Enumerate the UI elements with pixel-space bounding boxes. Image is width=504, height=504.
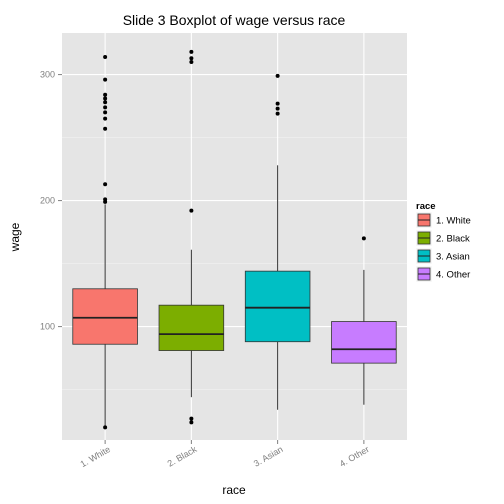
x-axis-title: race (222, 483, 246, 497)
outlier-point (103, 117, 107, 121)
legend-label: 3. Asian (436, 252, 470, 263)
x-tick-label: 4. Other (338, 444, 371, 469)
legend-label: 1. White (436, 216, 471, 227)
outlier-point (189, 56, 193, 60)
outlier-point (103, 110, 107, 114)
plot-panel (62, 33, 407, 440)
box-iqr (73, 289, 138, 344)
outlier-point (103, 97, 107, 101)
legend-label: 4. Other (436, 270, 470, 281)
y-axis-ticks: 100 200 300 (40, 70, 62, 332)
outlier-point (276, 74, 280, 78)
chart-title: Slide 3 Boxplot of wage versus race (123, 12, 346, 28)
outlier-point (103, 182, 107, 186)
y-tick-label: 200 (40, 196, 55, 206)
outlier-point (276, 112, 280, 116)
x-tick-label: 1. White (79, 444, 113, 469)
y-axis-title: wage (8, 222, 22, 252)
outlier-point (103, 127, 107, 131)
outlier-point (189, 209, 193, 213)
outlier-point (103, 93, 107, 97)
box-iqr (332, 322, 397, 364)
outlier-point (189, 417, 193, 421)
outlier-point (103, 78, 107, 82)
outlier-point (103, 100, 107, 104)
outlier-point (276, 107, 280, 111)
x-tick-label: 2. Black (166, 444, 199, 469)
outlier-point (103, 197, 107, 201)
outlier-point (189, 50, 193, 54)
outlier-point (189, 420, 193, 424)
box-iqr (245, 271, 310, 342)
y-tick-label: 100 (40, 322, 55, 332)
x-tick-label: 3. Asian (252, 444, 285, 469)
outlier-point (103, 105, 107, 109)
x-axis-ticks: 1. White 2. Black 3. Asian 4. Other (79, 440, 371, 469)
y-tick-label: 300 (40, 70, 55, 80)
outlier-point (189, 60, 193, 64)
outlier-point (276, 102, 280, 106)
box-iqr (159, 305, 224, 350)
outlier-point (103, 425, 107, 429)
legend-label: 2. Black (436, 234, 470, 245)
outlier-point (103, 55, 107, 59)
legend: race 1. White 2. Black 3. Asian 4. Other (416, 201, 471, 282)
legend-title: race (416, 201, 436, 212)
outlier-point (362, 236, 366, 240)
